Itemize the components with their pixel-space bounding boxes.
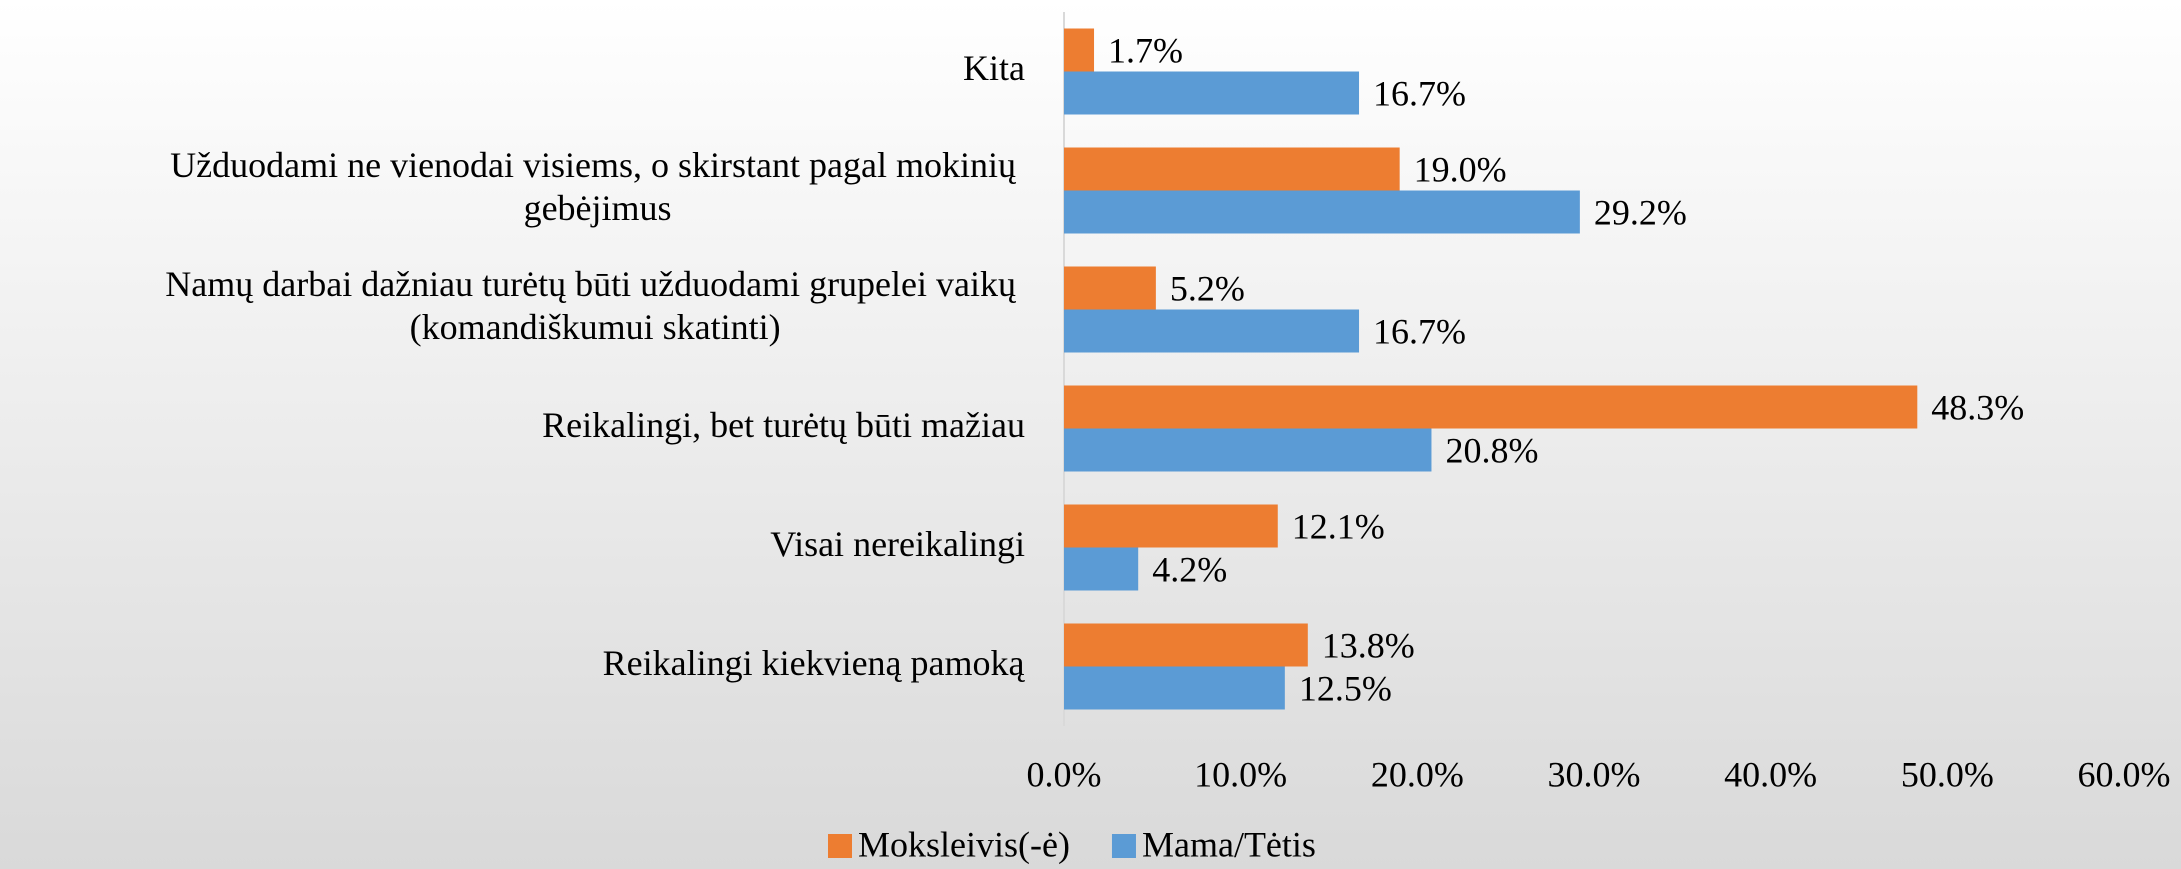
bar (1064, 666, 1285, 710)
data-label: 20.8% (1445, 430, 1538, 470)
bar (1064, 28, 1095, 72)
bar (1064, 504, 1278, 548)
data-label: 48.3% (1931, 387, 2024, 427)
data-label: 16.7% (1373, 73, 1466, 113)
data-label: 12.5% (1299, 668, 1392, 708)
data-label: 29.2% (1594, 192, 1687, 232)
data-label: 12.1% (1292, 506, 1385, 546)
bar (1064, 428, 1432, 472)
y-tick-label: Namų darbai dažniau turėtų būti užduodam… (165, 264, 1025, 347)
data-label: 16.7% (1373, 311, 1466, 351)
bar (1064, 385, 1918, 429)
data-label: 13.8% (1322, 625, 1415, 665)
bar (1064, 71, 1360, 115)
bar (1064, 547, 1139, 591)
y-tick-label: Užduodami ne vienodai visiems, o skirsta… (170, 145, 1025, 228)
bar (1064, 266, 1156, 310)
data-label: 1.7% (1108, 30, 1183, 70)
legend-label: Mama/Tėtis (1142, 824, 1316, 864)
x-tick-label: 50.0% (1901, 754, 1994, 794)
x-tick-label: 20.0% (1371, 754, 1464, 794)
data-label: 19.0% (1414, 149, 1507, 189)
y-tick-label: Visai nereikalingi (770, 524, 1025, 564)
legend-swatch (828, 834, 852, 858)
y-tick-label: Reikalingi kiekvieną pamoką (603, 643, 1026, 683)
x-tick-label: 60.0% (2078, 754, 2171, 794)
x-tick-label: 40.0% (1724, 754, 1817, 794)
bar (1064, 190, 1580, 234)
bar (1064, 309, 1360, 353)
legend-swatch (1111, 834, 1136, 858)
bar (1064, 147, 1400, 191)
x-tick-label: 30.0% (1548, 754, 1641, 794)
legend-label: Moksleivis(-ė) (858, 824, 1070, 864)
data-label: 5.2% (1170, 268, 1245, 308)
data-label: 4.2% (1152, 549, 1227, 589)
y-tick-label: Kita (963, 48, 1025, 88)
bar (1064, 623, 1308, 667)
x-tick-label: 0.0% (1027, 754, 1102, 794)
y-tick-label: Reikalingi, bet turėtų būti mažiau (542, 405, 1025, 445)
x-tick-label: 10.0% (1194, 754, 1287, 794)
